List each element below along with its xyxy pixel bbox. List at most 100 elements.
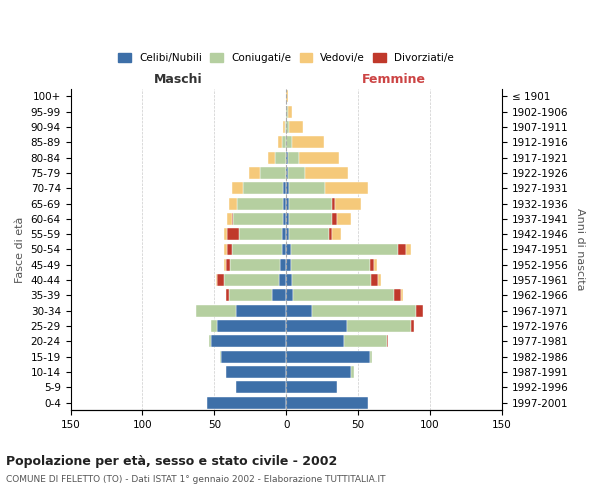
- Bar: [289, 228, 329, 240]
- Bar: [217, 274, 224, 286]
- Bar: [217, 320, 286, 332]
- Bar: [286, 396, 368, 408]
- Bar: [282, 136, 286, 148]
- Bar: [232, 244, 282, 256]
- Bar: [280, 259, 286, 271]
- Bar: [286, 152, 287, 164]
- Bar: [289, 121, 304, 133]
- Bar: [268, 152, 275, 164]
- Bar: [378, 274, 381, 286]
- Bar: [260, 167, 286, 179]
- Bar: [236, 305, 286, 316]
- Bar: [347, 320, 411, 332]
- Bar: [401, 290, 403, 302]
- Bar: [226, 259, 230, 271]
- Bar: [305, 167, 348, 179]
- Bar: [227, 228, 239, 240]
- Text: Maschi: Maschi: [154, 74, 203, 86]
- Y-axis label: Fasce di età: Fasce di età: [15, 216, 25, 282]
- Bar: [335, 198, 361, 209]
- Bar: [196, 305, 236, 316]
- Bar: [290, 244, 398, 256]
- Bar: [278, 136, 282, 148]
- Bar: [398, 244, 406, 256]
- Bar: [227, 213, 232, 225]
- Bar: [289, 198, 332, 209]
- Bar: [286, 213, 289, 225]
- Bar: [283, 198, 286, 209]
- Bar: [229, 198, 238, 209]
- Bar: [287, 106, 292, 118]
- Bar: [289, 213, 332, 225]
- Bar: [227, 244, 232, 256]
- Bar: [287, 167, 305, 179]
- Bar: [233, 213, 283, 225]
- Bar: [285, 121, 286, 133]
- Bar: [325, 182, 368, 194]
- Bar: [209, 336, 211, 347]
- Bar: [238, 198, 283, 209]
- Bar: [370, 350, 373, 362]
- Bar: [229, 290, 272, 302]
- Bar: [289, 182, 325, 194]
- Bar: [286, 274, 292, 286]
- Bar: [344, 336, 387, 347]
- Bar: [286, 305, 312, 316]
- Bar: [224, 228, 227, 240]
- Bar: [286, 136, 292, 148]
- Bar: [286, 244, 290, 256]
- Bar: [286, 336, 344, 347]
- Bar: [286, 90, 287, 102]
- Bar: [282, 228, 286, 240]
- Bar: [394, 290, 401, 302]
- Bar: [282, 244, 286, 256]
- Bar: [286, 182, 289, 194]
- Bar: [211, 320, 217, 332]
- Bar: [283, 182, 286, 194]
- Bar: [292, 136, 323, 148]
- Bar: [216, 274, 217, 286]
- Bar: [232, 182, 243, 194]
- Bar: [286, 320, 347, 332]
- Bar: [286, 350, 370, 362]
- Bar: [406, 244, 411, 256]
- Bar: [283, 121, 285, 133]
- Bar: [211, 336, 286, 347]
- Bar: [332, 213, 337, 225]
- Bar: [272, 290, 286, 302]
- Bar: [293, 290, 394, 302]
- Bar: [312, 305, 416, 316]
- Bar: [286, 198, 289, 209]
- Bar: [287, 152, 299, 164]
- Bar: [283, 213, 286, 225]
- Bar: [224, 259, 226, 271]
- Bar: [411, 320, 414, 332]
- Bar: [279, 274, 286, 286]
- Bar: [230, 259, 280, 271]
- Bar: [249, 167, 260, 179]
- Bar: [226, 290, 229, 302]
- Text: COMUNE DI FELETTO (TO) - Dati ISTAT 1° gennaio 2002 - Elaborazione TUTTITALIA.IT: COMUNE DI FELETTO (TO) - Dati ISTAT 1° g…: [6, 475, 386, 484]
- Bar: [286, 290, 293, 302]
- Bar: [370, 259, 374, 271]
- Bar: [286, 382, 337, 394]
- Y-axis label: Anni di nascita: Anni di nascita: [575, 208, 585, 290]
- Bar: [416, 305, 423, 316]
- Bar: [286, 366, 351, 378]
- Bar: [224, 274, 279, 286]
- Bar: [286, 259, 290, 271]
- Bar: [243, 182, 283, 194]
- Bar: [286, 167, 287, 179]
- Bar: [371, 274, 378, 286]
- Bar: [236, 382, 286, 394]
- Bar: [290, 259, 370, 271]
- Bar: [286, 228, 289, 240]
- Bar: [351, 366, 354, 378]
- Bar: [239, 228, 282, 240]
- Bar: [337, 213, 351, 225]
- Bar: [292, 274, 371, 286]
- Bar: [224, 244, 227, 256]
- Bar: [286, 121, 289, 133]
- Text: Femmine: Femmine: [362, 74, 426, 86]
- Bar: [232, 213, 233, 225]
